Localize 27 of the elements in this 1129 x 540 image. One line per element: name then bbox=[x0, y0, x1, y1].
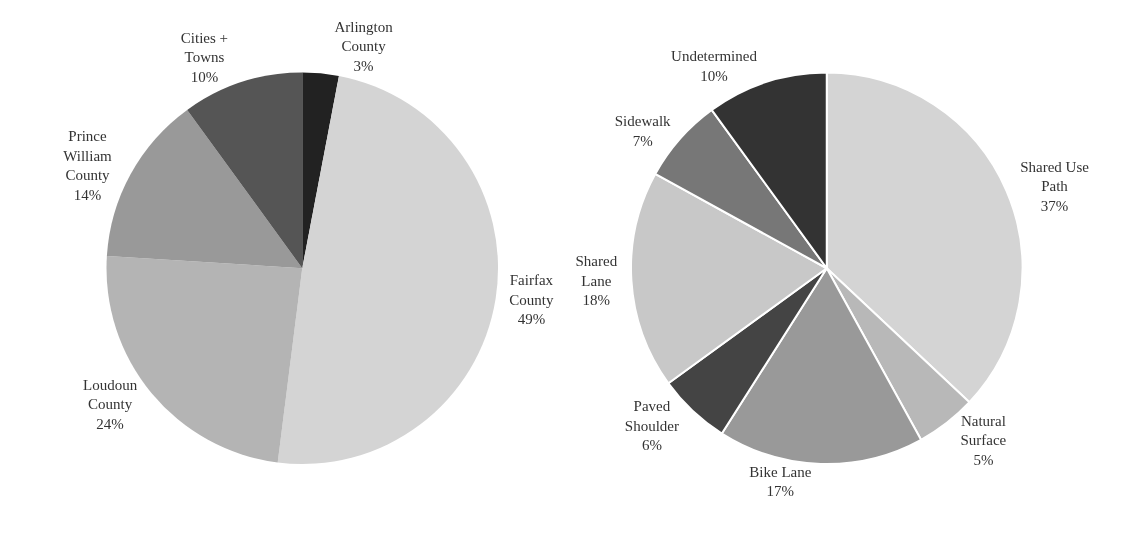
slice-label: Undetermined bbox=[671, 48, 758, 65]
data-label: 6% bbox=[641, 437, 662, 454]
slice-label: Natural Surface bbox=[960, 412, 1007, 449]
pie-slice bbox=[277, 75, 498, 464]
slice-label: Shared Use Path bbox=[1020, 158, 1090, 195]
slice-label: Bike Lane bbox=[749, 463, 812, 480]
data-label: 49% bbox=[517, 311, 546, 328]
data-label: 7% bbox=[632, 132, 653, 149]
slice-label: Shared Lane bbox=[575, 253, 618, 289]
data-label: 3% bbox=[353, 57, 374, 74]
slice-label: Paved Shoulder bbox=[624, 398, 679, 434]
data-label: 10% bbox=[190, 68, 219, 85]
slice-label: Arlington County bbox=[334, 18, 394, 55]
data-label: 14% bbox=[73, 186, 102, 203]
data-label: 37% bbox=[1040, 197, 1069, 214]
slice-label: Fairfax County bbox=[509, 272, 555, 308]
pie-slice bbox=[187, 72, 303, 269]
slice-label: Prince William County bbox=[63, 128, 113, 184]
data-label: 18% bbox=[582, 292, 611, 309]
slice-label: Loudoun County bbox=[83, 376, 138, 413]
data-label: 5% bbox=[973, 451, 994, 468]
slice-label: Sidewalk bbox=[614, 113, 672, 130]
pie-slice bbox=[302, 72, 339, 269]
data-label: 10% bbox=[700, 67, 728, 84]
data-label: 17% bbox=[766, 483, 795, 500]
slice-label: Cities + Towns bbox=[180, 29, 229, 66]
data-label: 24% bbox=[96, 415, 124, 432]
